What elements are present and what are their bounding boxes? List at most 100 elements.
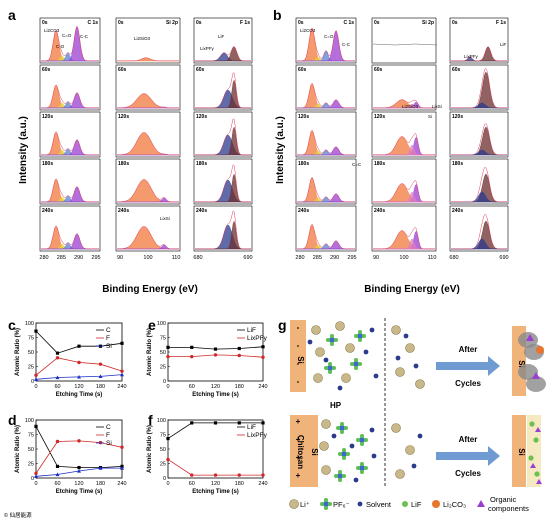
xps-a-xlabel: Binding Energy (eV) — [102, 284, 198, 295]
xps-a-frame — [193, 17, 253, 64]
cycles-label-bottom: Cycles — [455, 469, 481, 478]
xps-a-peak — [117, 197, 179, 203]
li-ion — [321, 419, 331, 429]
legend-lif: LiF — [411, 500, 422, 509]
pf6-ion — [337, 473, 343, 479]
legend-organic-2: components — [488, 504, 529, 513]
xps-b-time-label: 60s — [374, 67, 383, 73]
data-point-LiF — [166, 436, 170, 441]
ratio-ylabel: Atomic Ratio (%) — [15, 328, 21, 376]
ratio-ytick: 75 — [160, 433, 166, 439]
ratio-xtick: 120 — [74, 481, 83, 487]
xps-b-frame — [449, 64, 509, 111]
xps-b-annotation: C=O — [324, 34, 334, 39]
lif-dot — [529, 421, 535, 427]
xps-a-time-label: 240s — [196, 208, 207, 214]
xps-a-frame — [39, 111, 101, 158]
data-point-Si — [120, 466, 124, 470]
xps-b-peak — [451, 191, 507, 203]
xps-a-peak — [117, 132, 179, 156]
ratio-xtick: 180 — [235, 481, 244, 487]
xps-a-time-label: 180s — [196, 161, 207, 167]
hp-label: HP — [330, 401, 342, 410]
xps-a-tick: 295 — [91, 255, 100, 261]
xps-a-envelope — [195, 72, 251, 109]
data-point-LixPFy — [190, 473, 194, 477]
pf6-ion — [341, 451, 347, 457]
xps-a-frame — [193, 64, 253, 111]
xps-a-annotation: C-O — [56, 44, 65, 49]
xps-b-envelope — [451, 167, 507, 203]
ratio-xtick: 180 — [96, 384, 105, 390]
pf6-f — [328, 362, 332, 366]
series-line-LixPFy — [167, 459, 263, 476]
pf6-f — [340, 430, 344, 434]
pf6-f — [334, 338, 338, 342]
legend-label-F: F — [106, 335, 110, 342]
plus-sign: + — [296, 453, 301, 462]
data-point-LiF — [261, 421, 265, 425]
xps-b-ylabel: Intensity (a.u.) — [275, 116, 286, 184]
series-line-F — [35, 357, 123, 376]
xps-b-frame — [371, 205, 437, 252]
legend-organic-1: Organic — [490, 495, 517, 504]
sei-cloud — [526, 376, 546, 392]
ratio-chart-d: 0 25 50 75 100 0 60 120 180 240 Etching Time (s) At… — [15, 418, 127, 495]
li-ion — [395, 469, 405, 479]
legend-label-LixPFy: LixPFy — [247, 432, 268, 439]
ratio-ytick: 50 — [28, 447, 34, 453]
xps-a-frame — [39, 64, 101, 111]
minus-sign: - — [297, 323, 300, 332]
xps-a-tick: 90 — [117, 255, 123, 261]
data-point-LixPFy — [213, 353, 218, 357]
xps-b-tick: 285 — [313, 255, 322, 261]
data-point-LiF — [261, 345, 265, 349]
ratio-xtick: 240 — [258, 384, 267, 390]
xps-a-annotation: C-C — [80, 34, 89, 39]
xps-a-frame — [115, 111, 181, 158]
ratio-xlabel: Etching Time (s) — [56, 489, 103, 495]
xps-a-envelope — [117, 179, 179, 203]
data-point-Si — [55, 375, 60, 380]
pf6-f — [364, 438, 368, 442]
data-point-C — [34, 424, 38, 428]
cycles-label-top: Cycles — [455, 379, 481, 388]
li2co3-hex — [536, 346, 544, 354]
pf6-f — [324, 506, 328, 510]
panel-label-c: c — [8, 317, 16, 333]
xps-b-envelope — [451, 123, 507, 156]
xps-b-frame — [295, 205, 357, 252]
xps-a-time-label: 120s — [118, 114, 129, 120]
li-ion — [391, 423, 401, 433]
xps-b-core-label: Si 2p — [422, 20, 434, 26]
li-ion — [345, 343, 355, 353]
solvent-dot — [363, 349, 369, 355]
xps-a-frame — [193, 205, 253, 252]
xps-a-envelope — [41, 131, 99, 156]
xps-b-time-label: 240s — [298, 208, 309, 214]
legend-li: Li⁺ — [300, 500, 310, 509]
xps-a-tick: 110 — [172, 255, 181, 261]
plus-sign: + — [296, 417, 301, 426]
xps-b-xlabel: Binding Energy (eV) — [364, 284, 460, 295]
xps-a-tick: 285 — [57, 255, 66, 261]
xps-b-envelope — [451, 214, 507, 250]
xps-b-tick: 690 — [499, 255, 508, 261]
xps-b-peak — [373, 136, 435, 156]
data-point-F — [55, 356, 60, 360]
xps-a-time-label: 60s — [42, 67, 51, 73]
li-ion — [395, 367, 405, 377]
ratio-ytick: 75 — [160, 336, 166, 342]
ratio-chart-e: 0 25 50 75 100 0 60 120 180 240 Etching Time (s) At… — [147, 321, 268, 398]
pf6-f — [336, 426, 340, 430]
legend-label-C: C — [106, 424, 111, 431]
legend-li2co3-hex — [432, 500, 440, 508]
xps-b-frame — [449, 158, 509, 205]
xps-b-frame — [449, 17, 509, 64]
legend-label-LiF: LiF — [247, 327, 256, 334]
data-point-LiF — [213, 347, 218, 351]
xps-b-annotation: Li2CO3 — [300, 28, 316, 33]
ratio-xtick: 120 — [74, 384, 83, 390]
ratio-ytick: 100 — [25, 418, 34, 424]
xps-b-annotation: LixSi — [432, 104, 442, 109]
